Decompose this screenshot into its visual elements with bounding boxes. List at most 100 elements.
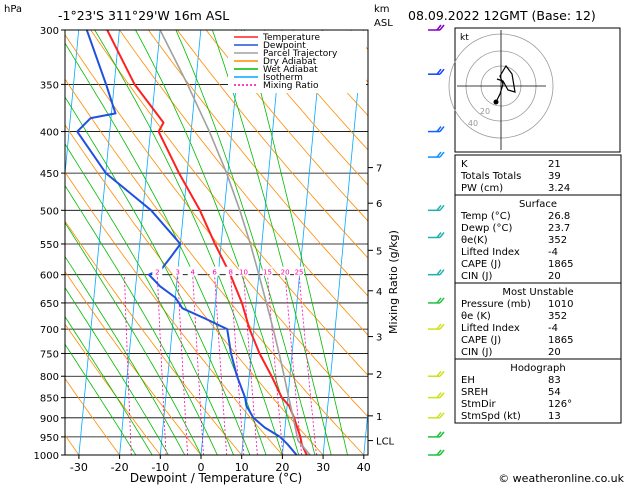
isotherm	[282, 30, 323, 455]
pressure-tick-label: 450	[40, 169, 59, 180]
pressure-tick-label: 400	[40, 128, 59, 139]
altitude-tick-label: 1	[376, 412, 382, 423]
index-label: PW (cm)	[461, 183, 503, 194]
mixing-ratio-axis-label: Mixing Ratio (g/kg)	[387, 230, 400, 334]
index-value: 352	[548, 311, 567, 322]
index-label: Lifted Index	[461, 247, 520, 258]
dry-adiabat	[0, 30, 120, 455]
mixing-ratio-line	[193, 275, 204, 455]
isotherm	[242, 30, 283, 455]
index-label: Dewp (°C)	[461, 223, 512, 234]
pressure-tick-label: 750	[40, 349, 59, 360]
index-label: StmDir	[461, 399, 496, 410]
x-axis-label: Dewpoint / Temperature (°C)	[130, 471, 302, 485]
pressure-tick-label: 700	[40, 325, 59, 336]
wind-barbs	[428, 25, 444, 455]
isotherm	[201, 30, 242, 455]
index-value: 126°	[548, 399, 572, 410]
mixing-ratio-label: 3	[175, 269, 179, 277]
wet-adiabat	[57, 30, 266, 455]
pressure-tick-label: 650	[40, 299, 59, 310]
mixing-ratio-line	[268, 275, 283, 455]
mixing-ratio-label: 2	[155, 269, 159, 277]
altitude-tick-label: 7	[376, 164, 382, 175]
altitude-tick-label: 5	[376, 246, 382, 257]
asl-unit-label: ASL	[374, 18, 393, 29]
index-value: 1865	[548, 259, 573, 270]
altitude-tick-label: 2	[376, 370, 382, 381]
index-value: 23.7	[548, 223, 570, 234]
altitude-tick-label: 6	[376, 199, 382, 210]
index-label: CAPE (J)	[461, 335, 501, 346]
wet-adiabat	[0, 30, 234, 455]
footer-credit: © weatheronline.co.uk	[498, 472, 624, 485]
pressure-tick-label: 850	[40, 394, 59, 405]
temperature-tick-label: -30	[70, 461, 88, 474]
km-unit-label: km	[374, 4, 390, 15]
index-label: CIN (J)	[461, 271, 492, 282]
index-label: CAPE (J)	[461, 259, 501, 270]
wet-adiabat	[0, 30, 185, 455]
index-value: 26.8	[548, 211, 570, 222]
altitude-tick-label: 4	[376, 287, 382, 298]
hodograph-ring-label: 20	[480, 107, 490, 116]
index-label: CIN (J)	[461, 347, 492, 358]
mixing-ratio-line	[215, 275, 227, 455]
index-label: SREH	[461, 387, 488, 398]
pressure-tick-label: 800	[40, 372, 59, 383]
pressure-axis: 300 350 400 450 500 550 600 650 700 750 800 850 900 9…	[34, 26, 65, 462]
temperature-tick-label: 40	[357, 461, 371, 474]
isotherm	[405, 30, 446, 455]
mixing-ratio-label: 20	[281, 269, 290, 277]
pressure-tick-label: 950	[40, 433, 59, 444]
index-value: 13	[548, 411, 561, 422]
index-label: Totals Totals	[460, 171, 521, 182]
index-value: 20	[548, 271, 561, 282]
temperature-tick-label: -20	[111, 461, 129, 474]
index-label: θe(K)	[461, 235, 488, 246]
index-value: 21	[548, 159, 561, 170]
dry-adiabat	[0, 30, 160, 455]
isotherm	[323, 30, 364, 455]
index-label: Temp (°C)	[460, 211, 511, 222]
index-value: 20	[548, 347, 561, 358]
pressure-tick-label: 300	[40, 26, 59, 37]
index-value: 3.24	[548, 183, 570, 194]
index-value: -4	[548, 323, 558, 334]
pressure-tick-label: 600	[40, 271, 59, 282]
location-title: -1°23'S 311°29'W 16m ASL	[58, 8, 229, 23]
index-value: -4	[548, 247, 558, 258]
wet-adiabat	[0, 30, 136, 455]
index-label: EH	[461, 375, 475, 386]
index-label: StmSpd (kt)	[461, 411, 521, 422]
datetime-title: 08.09.2022 12GMT (Base: 12)	[408, 8, 596, 23]
indices-section-title: Most Unstable	[502, 287, 573, 298]
dry-adiabat	[33, 30, 364, 455]
pressure-tick-label: 550	[40, 240, 59, 251]
mixing-ratio-label: 10	[239, 269, 248, 277]
index-value: 39	[548, 171, 561, 182]
index-value: 83	[548, 375, 561, 386]
mixing-ratio-label: 25	[295, 269, 304, 277]
index-label: θe (K)	[461, 311, 491, 322]
pressure-tick-label: 500	[40, 206, 59, 217]
hodograph-ring-label: 40	[468, 119, 478, 128]
index-label: Lifted Index	[461, 323, 520, 334]
altitude-tick-label: 3	[376, 333, 382, 344]
index-label: K	[461, 159, 468, 170]
pressure-tick-label: 900	[40, 414, 59, 425]
temperature-tick-label: 30	[316, 461, 330, 474]
hodograph-unit: kt	[460, 33, 469, 43]
index-value: 1865	[548, 335, 573, 346]
index-label: Pressure (mb)	[461, 299, 531, 310]
indices-section-title: Hodograph	[510, 363, 565, 374]
pressure-tick-label: 350	[40, 80, 59, 91]
mixing-ratio-line	[157, 275, 166, 455]
isotherm	[0, 30, 38, 455]
mixing-ratio-label: 15	[263, 269, 272, 277]
